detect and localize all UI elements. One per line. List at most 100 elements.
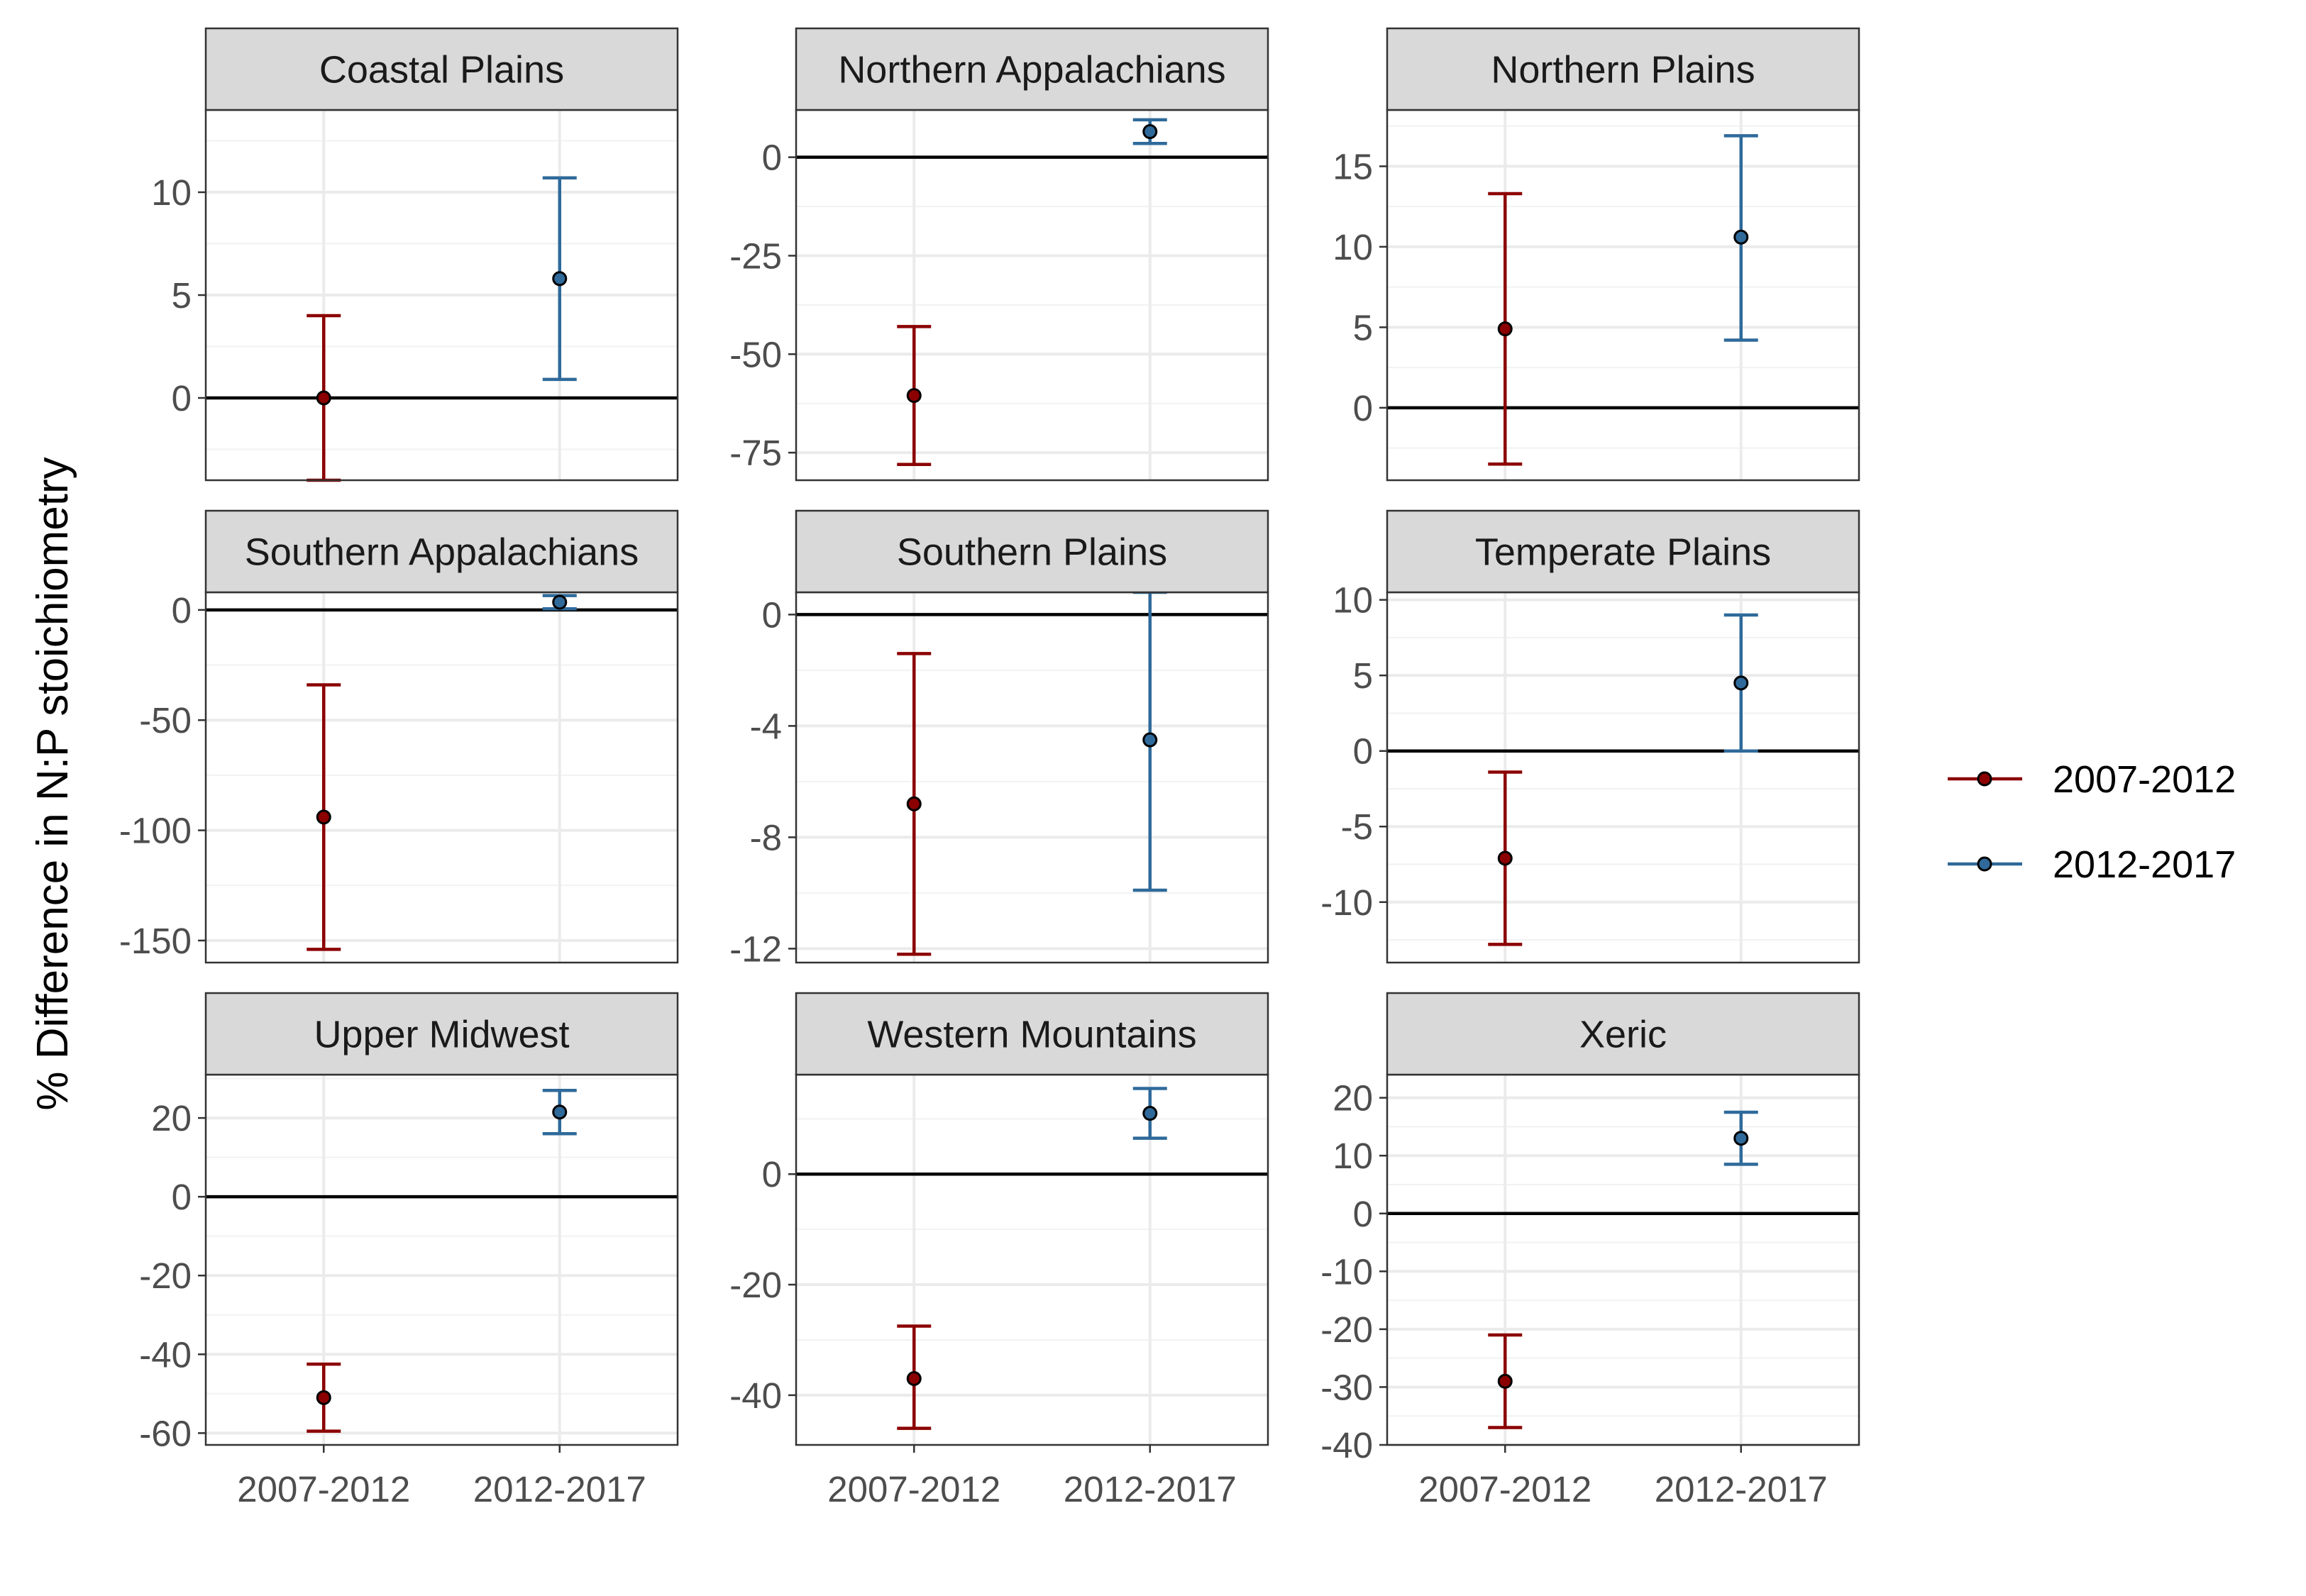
point-estimate — [316, 809, 331, 825]
y-tick-label: 5 — [1353, 655, 1373, 696]
facet-panel: Coastal Plains 10 5 0 — [151, 27, 679, 482]
y-tick-label: -40 — [139, 1334, 192, 1375]
error-bar-2012-2017 — [1723, 613, 1758, 753]
legend-entry-2007-2012: 2007-2012 — [1948, 758, 2236, 801]
y-tick-label: 0 — [762, 138, 782, 178]
y-tick-label: 0 — [762, 594, 782, 635]
facet-panel: Southern Plains 0 -4 -8 -12 — [729, 509, 1269, 969]
legend-key-point — [1977, 856, 1992, 872]
legend-key-point — [1977, 771, 1992, 787]
point-estimate — [1497, 1373, 1513, 1389]
y-tick-label: 10 — [151, 172, 192, 213]
error-bar-2007-2012 — [897, 652, 932, 956]
facet-panel: Upper Midwest 20 0 -20 -40 -60 2007-2012 2012-2… — [139, 992, 679, 1509]
facet-title: Western Mountains — [867, 1014, 1196, 1056]
y-tick-label: 0 — [172, 590, 192, 631]
facet-title: Temperate Plains — [1475, 531, 1771, 574]
x-tick-label: 2012-2017 — [473, 1469, 646, 1509]
panel-background — [796, 592, 1268, 963]
y-tick-label: -75 — [729, 433, 782, 473]
error-bar-2012-2017 — [1723, 1110, 1758, 1166]
point-estimate — [906, 388, 922, 404]
panel-background — [1387, 592, 1859, 963]
point-estimate — [1142, 124, 1158, 140]
point-estimate — [1733, 675, 1749, 691]
y-tick-label: -100 — [119, 811, 192, 851]
error-bar-2012-2017 — [1132, 118, 1167, 145]
y-tick-label: -8 — [750, 817, 782, 858]
y-tick-label: 20 — [151, 1098, 192, 1138]
y-tick-label: 0 — [172, 378, 192, 419]
y-tick-label: 0 — [762, 1154, 782, 1195]
error-bar-2007-2012 — [1488, 192, 1523, 466]
y-tick-label: -150 — [119, 921, 192, 961]
y-tick-label: -10 — [1320, 1251, 1373, 1292]
point-estimate — [1497, 850, 1513, 866]
facet-strip — [204, 992, 679, 1076]
error-bar-2012-2017 — [542, 1088, 577, 1136]
y-tick-label: -50 — [729, 334, 782, 375]
x-tick-label: 2012-2017 — [1064, 1469, 1237, 1509]
facet-panel: Western Mountains 0 -20 -40 2007-2012 2012-20… — [729, 992, 1269, 1509]
facet-title: Upper Midwest — [314, 1014, 569, 1056]
facet-strip — [1386, 509, 1860, 594]
y-tick-label: -40 — [1320, 1425, 1373, 1465]
point-estimate — [316, 1390, 331, 1405]
x-tick-label: 2007-2012 — [827, 1469, 1000, 1509]
x-tick-label: 2007-2012 — [237, 1469, 410, 1509]
y-tick-label: -50 — [139, 700, 192, 741]
legend-label: 2012-2017 — [2053, 843, 2236, 886]
y-tick-label: -25 — [729, 235, 782, 276]
y-tick-label: 5 — [172, 275, 192, 316]
y-tick-label: 0 — [1353, 1194, 1373, 1234]
point-estimate — [906, 1371, 922, 1387]
y-tick-label: -12 — [729, 929, 782, 969]
facet-strip — [204, 27, 679, 111]
error-bar-2012-2017 — [542, 594, 577, 611]
panel-background — [1387, 1075, 1859, 1445]
facet-title: Coastal Plains — [319, 49, 564, 92]
facet-strip — [795, 27, 1269, 111]
error-bar-2007-2012 — [307, 683, 341, 951]
y-tick-label: -20 — [139, 1256, 192, 1296]
point-estimate — [552, 1104, 568, 1120]
facet-strip — [795, 509, 1269, 594]
point-estimate — [1142, 1106, 1158, 1121]
facet-panel: Northern Plains 15 10 5 0 — [1333, 27, 1860, 482]
legend-label: 2007-2012 — [2053, 758, 2236, 801]
panel-background — [206, 592, 678, 963]
error-bar-2007-2012 — [1488, 1333, 1523, 1429]
facet-panel: Southern Appalachians 0 -50 -100 -150 — [119, 509, 679, 964]
y-tick-label: -60 — [139, 1413, 192, 1453]
error-bar-2007-2012 — [1488, 770, 1523, 946]
facet-strip — [795, 992, 1269, 1076]
facet-strip — [1386, 992, 1860, 1076]
y-tick-label: -20 — [729, 1265, 782, 1305]
y-tick-label: 20 — [1333, 1078, 1373, 1119]
facet-strip — [204, 509, 679, 594]
facet-title: Xeric — [1579, 1014, 1667, 1056]
error-bar-2007-2012 — [897, 1324, 932, 1430]
point-estimate — [552, 594, 568, 610]
error-bar-2012-2017 — [1723, 134, 1758, 342]
y-tick-label: 10 — [1333, 1136, 1373, 1176]
facet-title: Southern Plains — [897, 531, 1167, 574]
point-estimate — [1733, 229, 1749, 245]
facet-panel: Temperate Plains 10 5 0 -5 -10 — [1320, 509, 1860, 964]
panel-background — [206, 1075, 678, 1445]
error-bar-2012-2017 — [1132, 1087, 1167, 1140]
y-tick-label: 5 — [1353, 307, 1373, 348]
y-tick-label: -30 — [1320, 1367, 1373, 1407]
facet-panel: Xeric 20 10 0 -10 -20 -30 -40 2007-2012 2012-2017 — [1320, 992, 1860, 1509]
point-estimate — [552, 271, 568, 287]
y-tick-label: -10 — [1320, 882, 1373, 923]
facet-strip — [1386, 27, 1860, 111]
y-axis-title: % Difference in N:P stoichiometry — [28, 457, 77, 1110]
error-bar-2012-2017 — [1132, 590, 1167, 892]
panel-background — [796, 110, 1268, 480]
y-tick-label: -20 — [1320, 1309, 1373, 1350]
y-tick-label: 0 — [1353, 731, 1373, 772]
point-estimate — [1142, 732, 1158, 748]
y-tick-label: -4 — [750, 706, 782, 746]
